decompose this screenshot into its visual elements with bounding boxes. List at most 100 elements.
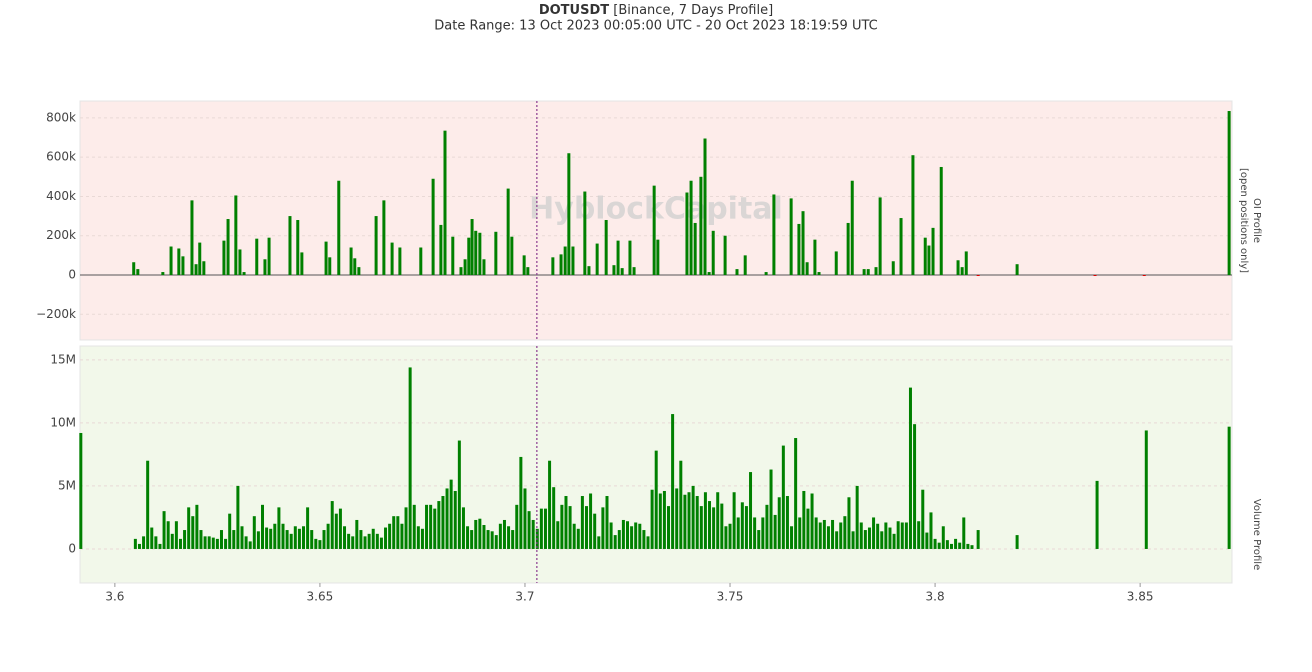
bar xyxy=(587,266,591,275)
bar xyxy=(806,508,810,549)
bar xyxy=(281,523,285,549)
bar xyxy=(548,460,552,549)
bar xyxy=(966,543,970,549)
bar xyxy=(142,536,146,549)
bar xyxy=(597,536,601,549)
bar xyxy=(187,507,191,549)
side-label: Volume Profile xyxy=(1251,499,1262,570)
bar xyxy=(177,248,181,275)
bar xyxy=(720,503,724,549)
bar xyxy=(150,527,154,549)
bar xyxy=(656,239,660,275)
bar xyxy=(728,523,732,549)
bar xyxy=(769,469,773,549)
bar xyxy=(571,246,575,275)
bar xyxy=(1015,264,1019,275)
bar xyxy=(429,504,433,549)
bar xyxy=(572,523,576,549)
bar xyxy=(260,504,264,549)
bar xyxy=(735,269,739,275)
bar xyxy=(658,493,662,549)
bar xyxy=(744,506,748,549)
bar xyxy=(884,522,888,549)
bar xyxy=(338,508,342,549)
bar xyxy=(224,538,228,549)
bar xyxy=(289,533,293,549)
bar xyxy=(646,536,650,549)
bar xyxy=(941,526,945,549)
bar xyxy=(822,519,826,549)
y-tick-label: 400k xyxy=(46,189,76,203)
bar xyxy=(604,220,608,275)
bar xyxy=(511,530,515,549)
bar xyxy=(866,269,870,275)
bar xyxy=(708,501,712,549)
bar xyxy=(617,530,621,549)
bar xyxy=(703,138,707,275)
bar xyxy=(876,523,880,549)
bar xyxy=(234,195,238,275)
bar xyxy=(326,523,330,549)
bar xyxy=(256,531,260,549)
bar xyxy=(433,508,437,549)
bar xyxy=(850,180,854,275)
bar xyxy=(880,531,884,549)
bar xyxy=(457,440,461,549)
bar xyxy=(699,176,703,275)
chart-subtitle: Date Range: 13 Oct 2023 00:05:00 UTC - 2… xyxy=(434,19,877,34)
bar xyxy=(867,527,871,549)
bar xyxy=(662,490,666,549)
bar xyxy=(559,254,563,275)
bar xyxy=(382,200,386,275)
bar xyxy=(564,496,568,549)
bar xyxy=(207,536,211,549)
bar xyxy=(560,504,564,549)
bar xyxy=(818,522,822,549)
y-tick-label: −200k xyxy=(36,307,76,321)
bar xyxy=(198,242,202,275)
bar xyxy=(353,258,357,275)
bar xyxy=(451,236,455,275)
bar xyxy=(843,516,847,549)
bar xyxy=(862,269,866,275)
y-tick-label: 800k xyxy=(46,110,76,124)
y-tick-label: 0 xyxy=(68,541,76,555)
bar xyxy=(161,272,165,275)
bar xyxy=(563,246,567,275)
bar xyxy=(531,519,535,549)
bar xyxy=(939,166,943,275)
bar xyxy=(831,519,835,549)
bar xyxy=(506,188,510,275)
bar xyxy=(390,242,394,275)
bar xyxy=(785,496,789,549)
bar xyxy=(154,536,158,549)
bar xyxy=(158,543,162,549)
bar xyxy=(683,494,687,549)
x-tick-label: 3.65 xyxy=(307,590,334,604)
bar xyxy=(300,252,304,275)
bar xyxy=(642,530,646,549)
bar xyxy=(958,542,962,549)
bar xyxy=(215,538,219,549)
bar xyxy=(652,185,656,275)
chart-title: DOTUSDT [Binance, 7 Days Profile] xyxy=(539,3,773,18)
bar xyxy=(523,488,527,549)
bar xyxy=(408,367,412,549)
bar xyxy=(132,262,136,275)
bar xyxy=(777,497,781,549)
bar xyxy=(285,530,289,549)
bar xyxy=(749,472,753,549)
bar xyxy=(976,274,980,276)
bar xyxy=(388,523,392,549)
bar xyxy=(612,265,616,275)
bar xyxy=(478,518,482,549)
bar xyxy=(195,504,199,549)
bar xyxy=(790,526,794,549)
bar xyxy=(773,514,777,549)
bar xyxy=(772,194,776,275)
bar xyxy=(834,251,838,275)
bar xyxy=(685,192,689,275)
bar xyxy=(740,502,744,549)
bar xyxy=(494,231,498,275)
bar xyxy=(191,516,195,549)
